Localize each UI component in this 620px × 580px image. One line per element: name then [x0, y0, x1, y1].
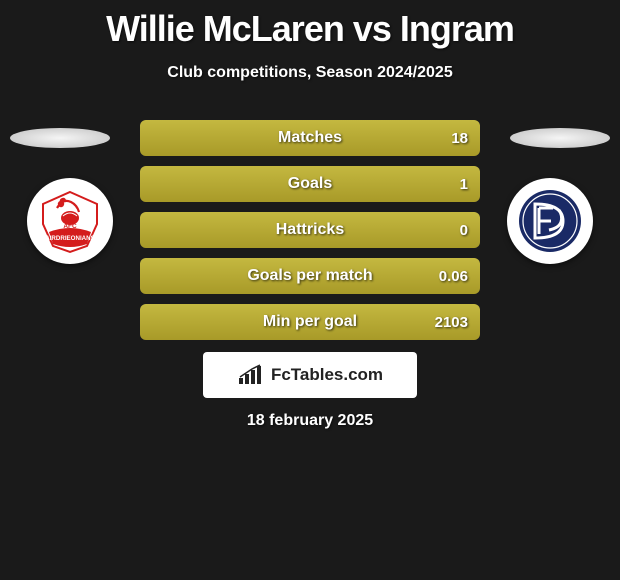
stat-row-hattricks: Hattricks 0 — [140, 212, 480, 248]
branding-text: FcTables.com — [271, 365, 383, 385]
right-player-shadow — [510, 128, 610, 148]
svg-text:AIRDRIEONIANS: AIRDRIEONIANS — [45, 235, 95, 242]
stat-value: 0.06 — [439, 258, 468, 294]
left-player-shadow — [10, 128, 110, 148]
subtitle: Club competitions, Season 2024/2025 — [0, 64, 620, 82]
stat-row-goals: Goals 1 — [140, 166, 480, 202]
dundee-crest-icon — [517, 188, 583, 254]
stat-value: 18 — [451, 120, 468, 156]
stat-label: Goals per match — [140, 258, 480, 294]
stat-label: Min per goal — [140, 304, 480, 340]
stat-label: Goals — [140, 166, 480, 202]
fctables-logo-icon — [237, 364, 265, 386]
stat-label: Hattricks — [140, 212, 480, 248]
stats-container: Matches 18 Goals 1 Hattricks 0 Goals per… — [140, 120, 480, 350]
stat-row-goals-per-match: Goals per match 0.06 — [140, 258, 480, 294]
branding-badge[interactable]: FcTables.com — [203, 352, 417, 398]
page-title: Willie McLaren vs Ingram — [0, 0, 620, 50]
stat-value: 1 — [460, 166, 468, 202]
stat-row-matches: Matches 18 — [140, 120, 480, 156]
svg-text:AFC: AFC — [63, 223, 77, 230]
date-text: 18 february 2025 — [0, 412, 620, 430]
stat-value: 0 — [460, 212, 468, 248]
left-team-logo: AIRDRIEONIANS AFC — [27, 178, 113, 264]
airdrieonians-crest-icon: AIRDRIEONIANS AFC — [37, 188, 103, 254]
stat-value: 2103 — [435, 304, 468, 340]
stat-label: Matches — [140, 120, 480, 156]
stat-row-min-per-goal: Min per goal 2103 — [140, 304, 480, 340]
right-team-logo — [507, 178, 593, 264]
